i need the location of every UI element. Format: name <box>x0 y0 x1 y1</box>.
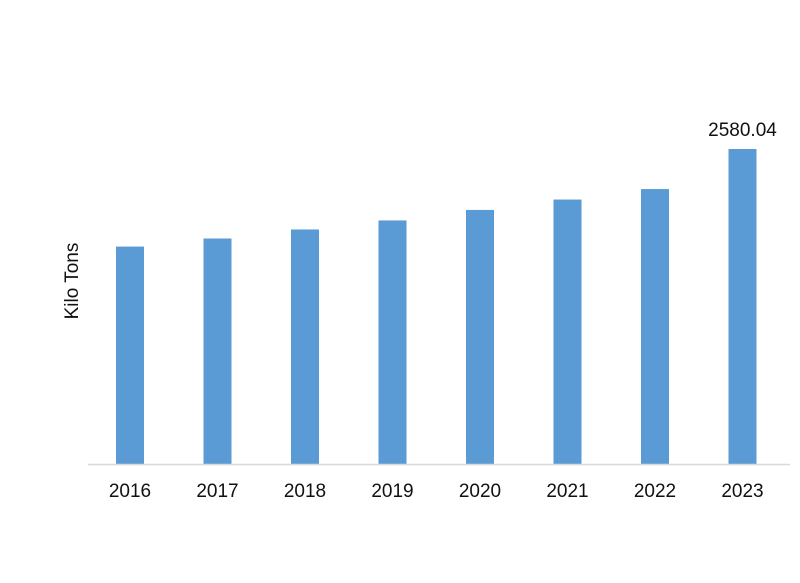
x-tick-label-2018: 2018 <box>284 481 326 502</box>
x-tick-label-2019: 2019 <box>371 481 413 502</box>
data-label-2023: 2580.04 <box>708 120 777 141</box>
x-tick-label-2016: 2016 <box>109 481 151 502</box>
data-labels: 2580.04 <box>708 120 777 141</box>
bar-2023 <box>728 149 757 464</box>
x-tick-label-2020: 2020 <box>459 481 501 502</box>
x-tick-label-2017: 2017 <box>196 481 238 502</box>
x-tick-label-2021: 2021 <box>546 481 588 502</box>
bar-2022 <box>641 189 669 464</box>
bar-2020 <box>466 209 494 464</box>
x-tick-labels: 2016 2017 2018 2019 2020 2021 2022 2023 <box>109 481 764 502</box>
bars-layer <box>116 149 757 465</box>
bar-2016 <box>116 246 144 464</box>
bar-2019 <box>378 220 407 464</box>
x-tick-label-2023: 2023 <box>721 481 763 502</box>
bar-2018 <box>291 229 319 464</box>
x-tick-label-2022: 2022 <box>634 481 676 502</box>
bar-2017 <box>203 238 232 464</box>
y-axis-title: Kilo Tons <box>62 243 83 320</box>
bar-2021 <box>553 199 582 465</box>
